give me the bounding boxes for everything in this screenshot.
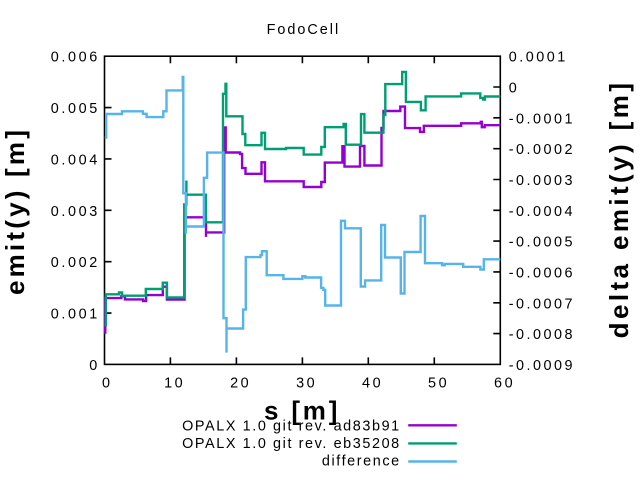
svg-text:-0.0008: -0.0008: [509, 327, 575, 343]
svg-text:emit(y) [m]: emit(y) [m]: [0, 127, 30, 295]
svg-text:10: 10: [164, 376, 185, 392]
svg-text:OPALX 1.0 git rev. eb35208: OPALX 1.0 git rev. eb35208: [182, 436, 401, 452]
svg-text:0: 0: [509, 81, 520, 97]
svg-text:-0.0005: -0.0005: [509, 235, 575, 251]
svg-text:s [m]: s [m]: [264, 396, 340, 426]
svg-text:OPALX 1.0 git rev. ad83b91: OPALX 1.0 git rev. ad83b91: [182, 419, 401, 435]
svg-text:60: 60: [494, 376, 515, 392]
svg-text:FodoCell: FodoCell: [267, 22, 341, 38]
svg-text:0.003: 0.003: [51, 204, 100, 220]
svg-text:0.004: 0.004: [51, 152, 100, 168]
svg-text:-0.0006: -0.0006: [509, 265, 575, 281]
svg-text:difference: difference: [322, 454, 401, 470]
svg-text:-0.0003: -0.0003: [509, 173, 575, 189]
svg-text:-0.0002: -0.0002: [509, 142, 575, 158]
svg-text:30: 30: [296, 376, 317, 392]
svg-text:20: 20: [230, 376, 251, 392]
svg-text:0.005: 0.005: [51, 101, 100, 117]
svg-text:50: 50: [428, 376, 449, 392]
svg-text:-0.0007: -0.0007: [509, 296, 575, 312]
svg-text:0.001: 0.001: [51, 307, 100, 323]
svg-text:40: 40: [362, 376, 383, 392]
svg-text:-0.0009: -0.0009: [509, 358, 575, 374]
svg-text:-0.0004: -0.0004: [509, 204, 575, 220]
svg-text:0.006: 0.006: [51, 50, 100, 66]
svg-text:-0.0001: -0.0001: [509, 111, 575, 127]
svg-text:0.002: 0.002: [51, 255, 100, 271]
svg-text:0: 0: [89, 358, 100, 374]
svg-text:0.0001: 0.0001: [509, 50, 568, 66]
svg-text:delta emit(y) [m]: delta emit(y) [m]: [604, 80, 634, 339]
svg-text:0: 0: [102, 376, 113, 392]
